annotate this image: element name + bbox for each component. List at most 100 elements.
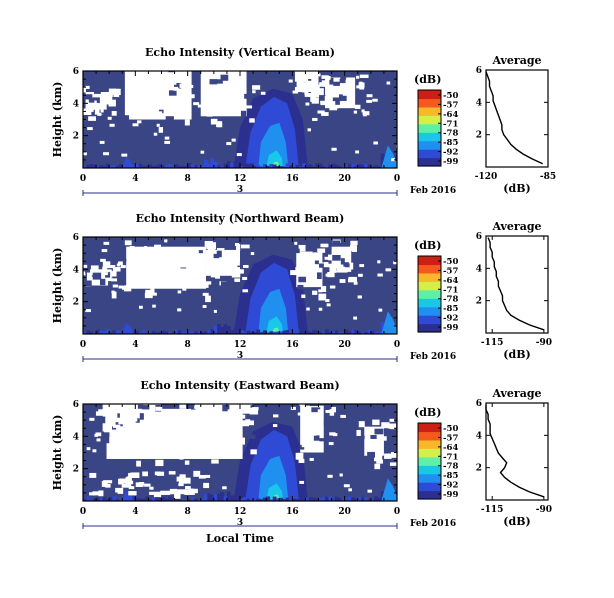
missing-data-speck [187, 434, 194, 438]
missing-data-edge [332, 240, 341, 244]
missing-data-speck [339, 473, 343, 477]
missing-data-edge [191, 270, 198, 277]
missing-data-speck [94, 433, 98, 437]
missing-data-speck [83, 152, 87, 156]
colorbar-segment [418, 315, 441, 325]
missing-data-edge [213, 411, 220, 416]
colorbar-segment [418, 298, 441, 308]
missing-data-edge [317, 110, 325, 114]
missing-data-edge [89, 110, 95, 116]
missing-data-edge [234, 278, 241, 282]
missing-data-edge [382, 436, 387, 441]
missing-data-edge [94, 102, 99, 107]
avg-y-tick-label: 2 [476, 297, 482, 307]
surface-echo-cell [357, 497, 362, 501]
missing-data-edge [108, 281, 115, 287]
colorbar-tick-label: -71 [443, 452, 458, 462]
surface-echo-cell [302, 163, 306, 168]
missing-data-edge [245, 420, 255, 426]
surface-echo-cell [118, 330, 123, 334]
colorbar-tick-label: -50 [443, 91, 458, 101]
missing-data-edge [168, 90, 177, 96]
missing-data-speck [153, 132, 158, 136]
missing-data-speck [214, 271, 220, 275]
surface-echo-cell [354, 166, 359, 168]
surface-echo-cell [292, 164, 297, 168]
missing-data-speck [391, 158, 396, 162]
missing-data-edge [318, 293, 327, 301]
x-tick-label: 0 [394, 340, 400, 350]
missing-data-edge [101, 117, 110, 121]
missing-data-edge [359, 74, 369, 78]
missing-data-speck [327, 474, 333, 478]
panel-1: Echo Intensity (Northward Beam) 6 4 2 Height… [51, 212, 552, 362]
missing-data-speck [174, 492, 181, 499]
missing-data-edge [173, 63, 177, 68]
colorbar-tick-label: -71 [443, 285, 458, 295]
missing-data-speck [231, 138, 236, 142]
missing-data-speck [312, 117, 318, 121]
surface-echo-cell [236, 498, 241, 501]
missing-data-edge [143, 102, 149, 108]
missing-data-speck [318, 289, 323, 293]
missing-data-edge [351, 247, 357, 252]
missing-data-edge [110, 271, 117, 277]
missing-data-edge [92, 272, 102, 280]
missing-data-edge [205, 295, 211, 303]
missing-data-edge [317, 399, 321, 403]
missing-data-edge [83, 108, 92, 115]
missing-data-edge [329, 265, 337, 273]
surface-echo-cell [184, 166, 189, 168]
x-tick-label: 0 [80, 340, 86, 350]
missing-data-edge [110, 413, 118, 420]
missing-data-speck [359, 81, 363, 85]
surface-echo-cell [226, 326, 231, 334]
missing-data-speck [366, 99, 373, 103]
missing-data-edge [389, 462, 397, 466]
missing-data-edge [179, 268, 187, 273]
missing-data-edge [301, 77, 309, 83]
missing-data-edge [155, 459, 164, 467]
surface-echo-cell [259, 332, 264, 334]
missing-data-edge [298, 244, 306, 252]
y-tick-label: 2 [73, 298, 79, 308]
missing-data-edge [204, 281, 212, 285]
x-tick-label: 4 [132, 340, 138, 350]
colorbar-segment [418, 439, 441, 449]
missing-data-edge [179, 404, 186, 409]
missing-data-edge [186, 96, 192, 104]
missing-data-edge [299, 444, 305, 450]
missing-data-speck [304, 93, 310, 97]
missing-data-speck [372, 98, 378, 102]
missing-data-speck [316, 73, 321, 77]
surface-echo-cell [177, 330, 182, 334]
missing-data-edge [211, 88, 216, 95]
missing-data-edge [247, 254, 257, 262]
y-tick-label: 2 [73, 465, 79, 475]
missing-data-edge [255, 416, 261, 420]
missing-data-edge [131, 260, 141, 265]
missing-data-speck [288, 79, 293, 83]
surface-echo-cell [174, 330, 179, 334]
missing-data-edge [329, 432, 336, 436]
missing-data-edge [91, 100, 97, 107]
missing-data-speck [164, 239, 168, 243]
missing-data-edge [323, 63, 328, 68]
missing-data-speck [203, 482, 210, 489]
missing-data-speck [356, 75, 360, 79]
missing-data-speck [105, 483, 111, 488]
missing-data-speck [353, 281, 358, 285]
surface-echo-cell [308, 331, 313, 334]
missing-data-speck [164, 140, 171, 144]
surface-echo-cell [351, 497, 355, 501]
surface-echo-cell [161, 330, 166, 334]
missing-data-edge [381, 423, 391, 429]
date-label: Feb 2016 [410, 352, 456, 362]
missing-data-speck [177, 308, 182, 312]
missing-data-speck [165, 437, 171, 441]
missing-data-speck [144, 246, 148, 250]
surface-echo-cell [325, 496, 329, 501]
missing-data-speck [260, 91, 266, 95]
missing-data-edge [370, 434, 377, 439]
colorbar-frame [417, 89, 442, 167]
